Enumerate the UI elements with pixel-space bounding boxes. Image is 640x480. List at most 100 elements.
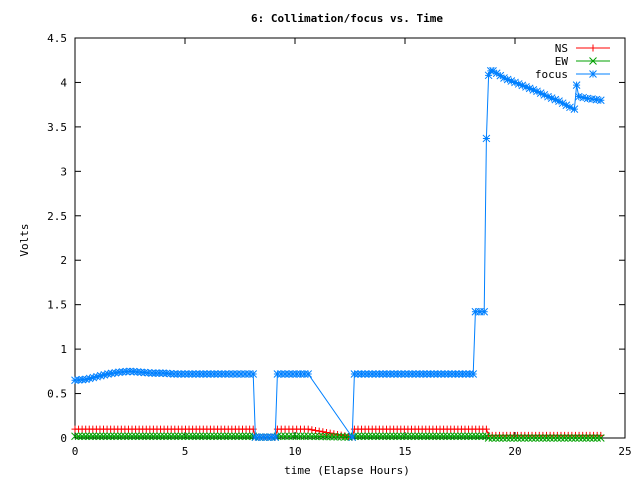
data-point xyxy=(184,370,193,378)
data-point xyxy=(443,432,452,441)
data-point xyxy=(455,370,463,378)
data-point xyxy=(407,432,416,441)
data-point xyxy=(170,432,179,441)
legend-marker xyxy=(589,44,597,52)
data-point xyxy=(582,434,591,442)
data-point xyxy=(408,370,417,378)
data-point xyxy=(511,78,519,87)
data-point xyxy=(412,370,420,378)
data-point xyxy=(457,432,466,441)
data-point xyxy=(315,432,324,441)
data-point xyxy=(390,370,398,378)
data-point xyxy=(288,370,297,378)
data-point xyxy=(96,432,104,441)
data-point xyxy=(357,432,366,441)
data-point xyxy=(510,434,518,442)
data-point xyxy=(245,370,254,378)
data-point xyxy=(210,432,218,441)
data-point xyxy=(448,370,456,378)
y-tick-label: 1.5 xyxy=(47,299,67,312)
y-tick-label: 3.5 xyxy=(47,121,67,134)
data-point xyxy=(567,434,576,442)
data-point xyxy=(574,92,583,101)
data-point xyxy=(465,370,474,378)
data-point xyxy=(155,369,164,377)
data-point xyxy=(536,89,545,97)
x-tick-label: 25 xyxy=(618,445,631,458)
data-point xyxy=(242,432,250,441)
data-point xyxy=(199,432,208,441)
data-point xyxy=(393,370,402,378)
data-point xyxy=(368,432,377,441)
data-point xyxy=(188,370,197,378)
data-point xyxy=(528,434,536,442)
data-point xyxy=(396,432,405,441)
data-point xyxy=(292,370,301,378)
data-point xyxy=(540,91,549,99)
data-point xyxy=(126,367,134,376)
data-point xyxy=(475,432,484,441)
data-point xyxy=(430,370,438,378)
data-point xyxy=(499,434,507,442)
data-point xyxy=(206,370,215,378)
data-point xyxy=(82,375,90,384)
data-point xyxy=(192,432,201,441)
y-tick-label: 4.5 xyxy=(47,32,67,45)
data-point xyxy=(446,432,455,441)
data-point xyxy=(572,81,581,89)
data-point xyxy=(170,370,178,378)
data-point xyxy=(188,432,197,441)
data-point xyxy=(451,370,460,378)
data-point xyxy=(500,74,508,82)
data-point xyxy=(382,432,391,441)
data-point xyxy=(357,370,366,378)
data-point xyxy=(480,307,489,316)
data-point xyxy=(285,432,293,441)
x-tick-label: 15 xyxy=(398,445,411,458)
data-point xyxy=(214,370,222,378)
data-point xyxy=(375,370,384,378)
data-point xyxy=(557,434,565,442)
data-point xyxy=(469,370,478,378)
data-point xyxy=(439,432,448,441)
data-point xyxy=(364,370,373,378)
data-point xyxy=(458,370,467,378)
data-point xyxy=(322,432,331,441)
data-point xyxy=(203,432,211,441)
data-point xyxy=(475,307,484,316)
data-point xyxy=(401,370,409,378)
data-point xyxy=(375,432,384,441)
data-point xyxy=(167,432,176,441)
data-point xyxy=(371,370,380,378)
data-point xyxy=(535,434,544,442)
data-point xyxy=(277,370,286,378)
data-point xyxy=(308,426,316,434)
data-point xyxy=(566,103,574,112)
data-point xyxy=(273,370,282,378)
data-point xyxy=(110,432,119,441)
data-point xyxy=(153,432,161,441)
data-point xyxy=(89,373,98,382)
data-point xyxy=(106,432,115,441)
data-point xyxy=(85,374,94,383)
data-point xyxy=(233,370,241,378)
data-point xyxy=(78,375,87,384)
data-point xyxy=(304,370,313,378)
data-point xyxy=(263,433,272,441)
data-point xyxy=(589,434,598,442)
data-point xyxy=(400,432,409,441)
data-point xyxy=(113,432,122,441)
data-point xyxy=(333,432,342,441)
data-point xyxy=(128,432,136,441)
data-point xyxy=(348,433,357,441)
data-point xyxy=(596,96,605,105)
data-point xyxy=(364,432,373,441)
data-point xyxy=(562,101,571,110)
data-point xyxy=(217,432,225,441)
data-point xyxy=(478,432,487,441)
data-point xyxy=(542,434,551,442)
legend-marker xyxy=(589,57,597,65)
x-tick-label: 0 xyxy=(72,445,79,458)
data-point xyxy=(484,71,493,80)
